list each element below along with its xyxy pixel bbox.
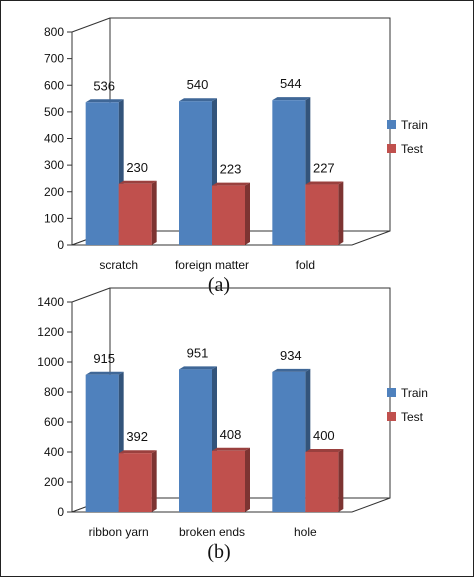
bar-top (272, 97, 311, 101)
bar-train (85, 374, 119, 512)
y-tick-label: 0 (57, 238, 64, 252)
category-label: hole (294, 525, 317, 539)
bar-test (305, 184, 339, 245)
figure-caption: (a) (208, 274, 230, 296)
y-tick-label: 800 (44, 385, 64, 399)
bar-train (85, 102, 119, 245)
y-tick-label: 400 (44, 445, 64, 459)
bar-test (118, 453, 152, 512)
data-label: 392 (126, 429, 148, 444)
category-label: foreign matter (175, 258, 249, 272)
bar-top (118, 180, 157, 184)
data-label: 934 (280, 348, 302, 363)
data-label: 540 (187, 77, 209, 92)
y-tick-label: 1200 (37, 325, 64, 339)
bar-top (305, 449, 344, 452)
y-tick-label: 600 (44, 415, 64, 429)
y-tick-label: 100 (44, 211, 64, 225)
y-tick-label: 800 (44, 25, 64, 39)
bar-side (245, 182, 250, 245)
bar-top (212, 182, 250, 186)
bar-test (212, 185, 245, 245)
left-wall-top-edge (71, 287, 111, 303)
y-tick-label: 500 (44, 105, 64, 119)
bar-test (305, 452, 339, 512)
bar-test (212, 450, 245, 512)
data-label: 223 (220, 162, 242, 177)
bar-train (179, 101, 212, 245)
legend-swatch (387, 412, 396, 421)
y-tick-label: 300 (44, 158, 64, 172)
data-label: 951 (187, 345, 209, 360)
bar-top (272, 368, 311, 372)
bar-side (245, 447, 250, 512)
figure-caption: (b) (207, 541, 230, 563)
legend-swatch (387, 388, 396, 397)
data-label: 230 (126, 160, 148, 175)
bar-train (272, 100, 306, 245)
bar-top (212, 447, 250, 451)
data-label: 915 (93, 351, 115, 366)
category-label: scratch (99, 258, 138, 272)
legend-label: Train (401, 118, 428, 132)
data-label: 408 (220, 427, 242, 442)
y-tick-label: 400 (44, 132, 64, 146)
bar-top (179, 98, 217, 102)
y-tick-label: 600 (44, 78, 64, 92)
bar-side (338, 181, 344, 245)
bar-top (305, 181, 344, 185)
bar-side (151, 180, 157, 245)
bar-side (338, 449, 344, 512)
y-tick-label: 1000 (37, 355, 64, 369)
data-label: 227 (313, 161, 335, 176)
bar-side (151, 450, 157, 512)
category-label: ribbon yarn (89, 525, 149, 539)
bar-top (179, 366, 217, 370)
category-label: broken ends (179, 525, 245, 539)
legend-swatch (387, 144, 396, 153)
legend-swatch (387, 120, 396, 129)
y-tick-label: 0 (57, 505, 64, 519)
left-wall-top-edge (71, 17, 111, 33)
y-tick-label: 200 (44, 475, 64, 489)
data-label: 536 (93, 78, 115, 93)
legend-label: Train (401, 386, 428, 400)
y-tick-label: 700 (44, 52, 64, 66)
chart-b: 0 200 400 600 800 1000 1200 1400 915 392 ribbon ya… (37, 287, 428, 563)
data-label: 544 (280, 76, 302, 91)
y-tick-label: 1400 (37, 295, 64, 309)
legend-label: Test (401, 142, 424, 156)
bar-top (85, 371, 124, 375)
category-label: fold (296, 258, 315, 272)
bar-test (118, 183, 152, 245)
bar-top (85, 99, 124, 103)
y-tick-label: 200 (44, 185, 64, 199)
legend-label: Test (401, 410, 424, 424)
bar-top (118, 450, 157, 454)
data-label: 400 (313, 428, 335, 443)
chart-a: 0 100 200 300 400 500 600 700 800 536 230 scratch 54… (44, 17, 428, 296)
bar-train (272, 371, 306, 512)
bar-train (179, 369, 212, 512)
